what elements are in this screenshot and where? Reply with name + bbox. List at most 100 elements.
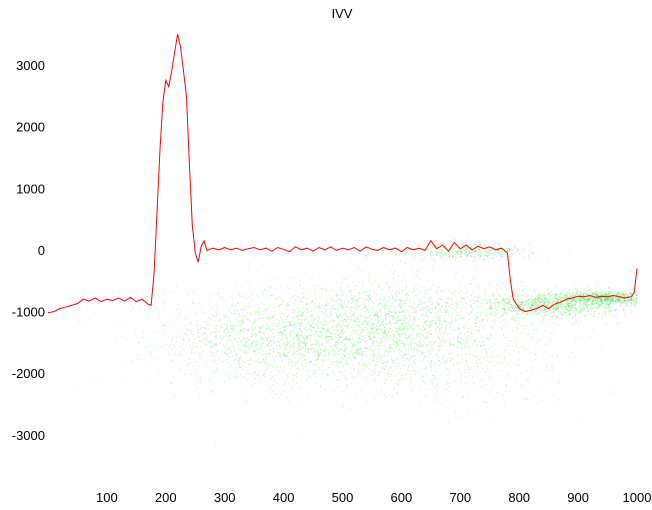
density-point xyxy=(258,330,260,332)
density-point xyxy=(362,286,364,288)
density-point xyxy=(407,353,410,355)
density-point xyxy=(382,321,384,323)
density-point xyxy=(404,353,406,356)
density-point xyxy=(360,297,362,299)
density-point xyxy=(369,314,372,316)
density-point xyxy=(484,251,486,253)
density-point xyxy=(284,347,286,349)
density-point xyxy=(438,337,441,339)
density-point xyxy=(525,304,527,306)
density-point xyxy=(476,300,478,302)
density-point xyxy=(397,358,399,360)
density-point xyxy=(319,321,321,323)
density-point xyxy=(169,352,171,354)
density-point xyxy=(477,253,479,255)
density-point xyxy=(310,344,313,346)
density-point xyxy=(224,352,226,354)
density-point xyxy=(440,257,442,259)
density-point xyxy=(338,336,340,338)
density-point xyxy=(341,304,343,306)
density-point xyxy=(376,340,378,342)
density-point xyxy=(568,306,570,308)
density-point xyxy=(493,301,495,303)
density-point xyxy=(339,332,341,334)
density-point xyxy=(467,345,469,348)
density-point xyxy=(241,318,243,320)
density-point xyxy=(262,336,264,338)
density-point xyxy=(488,243,490,245)
density-point xyxy=(438,349,440,351)
density-point xyxy=(351,343,354,345)
density-point xyxy=(367,296,369,298)
density-point xyxy=(574,301,577,303)
density-point xyxy=(252,334,254,336)
density-point xyxy=(372,349,374,351)
density-point xyxy=(500,254,502,256)
density-point xyxy=(518,248,520,250)
density-point xyxy=(362,351,364,353)
density-point xyxy=(380,340,382,343)
density-point xyxy=(403,320,405,322)
density-point xyxy=(389,347,391,349)
density-point xyxy=(377,342,379,344)
density-point xyxy=(241,360,243,362)
density-point xyxy=(545,311,547,313)
density-point xyxy=(564,295,566,297)
density-point xyxy=(249,262,251,264)
density-point xyxy=(288,357,290,359)
density-point xyxy=(326,349,328,351)
density-point xyxy=(543,299,545,301)
density-point xyxy=(361,352,363,354)
density-point xyxy=(580,300,582,302)
density-point xyxy=(286,355,288,357)
density-point xyxy=(397,263,399,265)
density-point xyxy=(218,331,220,333)
density-point xyxy=(241,295,243,297)
density-point xyxy=(330,311,332,313)
density-point xyxy=(566,305,568,307)
density-point xyxy=(293,338,295,340)
density-point xyxy=(368,338,371,340)
density-point xyxy=(343,350,345,352)
density-point xyxy=(415,311,417,314)
density-point xyxy=(568,310,570,312)
density-point xyxy=(495,288,498,290)
density-point xyxy=(504,357,506,359)
density-point xyxy=(155,331,158,333)
density-point xyxy=(240,349,242,352)
density-point xyxy=(321,359,323,361)
density-point xyxy=(262,313,264,316)
density-point xyxy=(437,316,439,319)
density-point xyxy=(475,251,477,253)
density-point xyxy=(484,293,486,295)
density-point xyxy=(558,303,560,306)
density-point xyxy=(197,336,199,338)
density-point xyxy=(239,330,242,332)
density-point xyxy=(430,333,432,335)
density-point xyxy=(261,347,263,349)
density-point xyxy=(573,308,575,310)
density-point xyxy=(217,363,219,365)
density-point xyxy=(382,363,384,365)
density-point xyxy=(359,341,361,343)
density-point xyxy=(393,386,395,388)
density-point xyxy=(306,271,308,273)
density-point xyxy=(405,374,407,376)
density-point xyxy=(478,252,480,254)
density-point xyxy=(392,273,395,275)
density-point xyxy=(357,341,359,344)
density-point xyxy=(355,320,357,322)
density-point xyxy=(468,247,470,249)
density-point xyxy=(451,253,453,255)
density-point xyxy=(443,247,445,249)
density-point xyxy=(422,330,424,332)
density-point xyxy=(373,288,375,290)
density-point xyxy=(498,245,500,247)
density-point xyxy=(316,331,318,333)
density-point xyxy=(244,376,246,378)
density-point xyxy=(604,311,606,313)
density-point xyxy=(317,353,319,355)
density-point xyxy=(397,331,400,333)
density-point xyxy=(369,298,372,300)
density-point xyxy=(531,251,533,254)
